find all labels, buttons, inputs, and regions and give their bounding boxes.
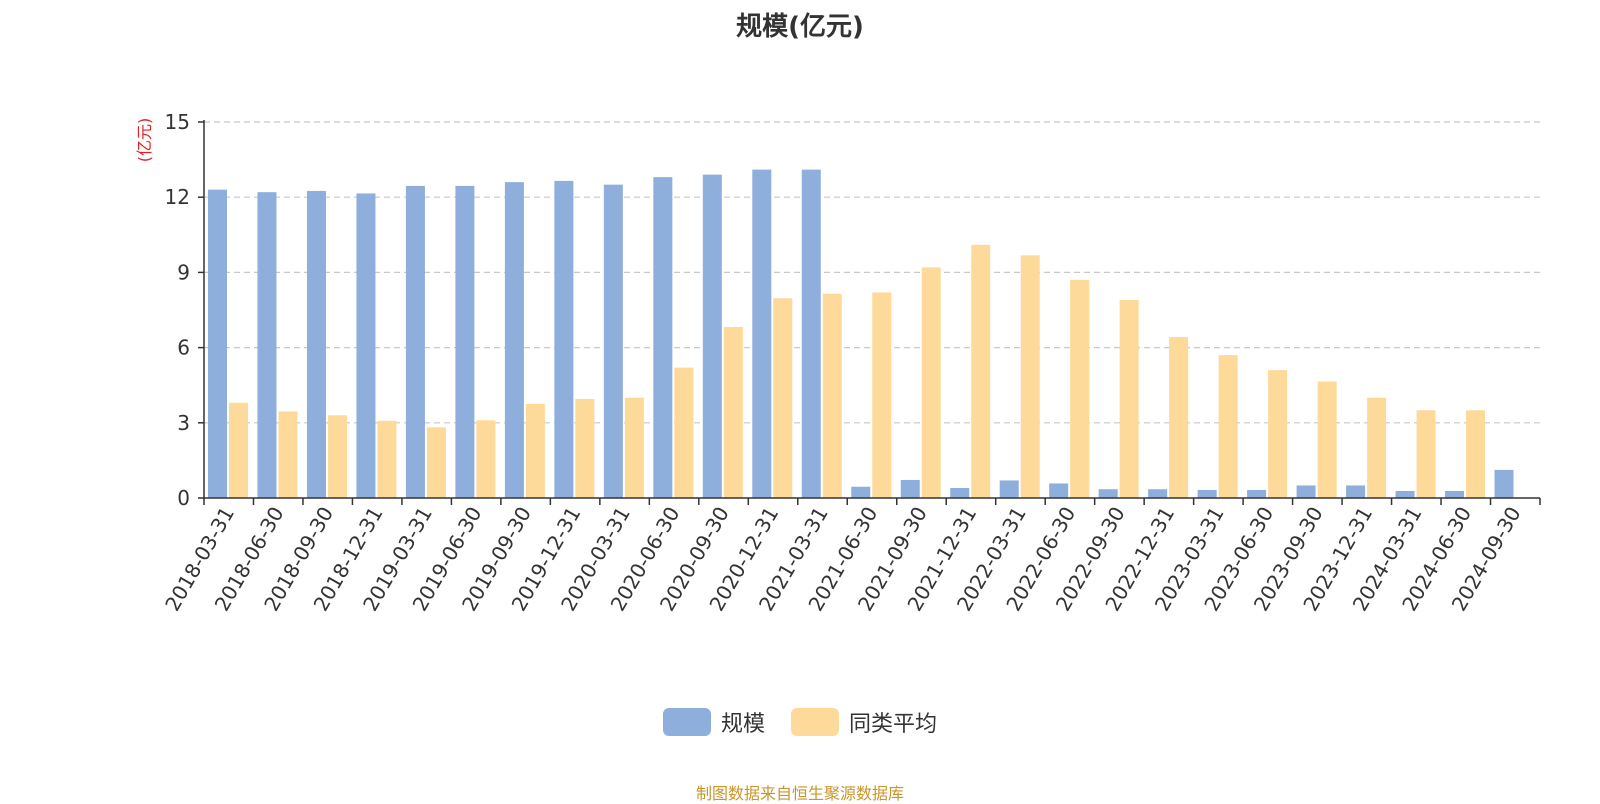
bar-scale[interactable]	[752, 169, 772, 499]
y-tick-label: 9	[177, 260, 190, 284]
bar-scale[interactable]	[603, 184, 623, 498]
bar-peer-average[interactable]	[1070, 279, 1090, 498]
bar-scale[interactable]	[257, 192, 277, 499]
legend-item-scale[interactable]: 规模	[662, 706, 765, 738]
y-axis-label: (亿元)	[135, 118, 154, 163]
legend-label-peer-average: 同类平均	[849, 712, 938, 737]
source-note: 制图数据来自恒生聚源数据库	[695, 784, 904, 803]
chart-title: 规模(亿元)	[736, 12, 864, 42]
bar-peer-average[interactable]	[971, 244, 991, 498]
y-tick-label: 12	[165, 185, 190, 209]
legend-label-scale: 规模	[720, 712, 765, 737]
bar-scale[interactable]	[801, 169, 821, 499]
bar-scale[interactable]	[1494, 469, 1514, 498]
bar-scale[interactable]	[999, 480, 1019, 498]
bar-peer-average[interactable]	[1218, 355, 1238, 498]
bar-peer-average[interactable]	[674, 367, 694, 498]
grid-lines	[204, 121, 1540, 424]
bar-peer-average[interactable]	[575, 398, 595, 498]
bar-peer-average[interactable]	[1020, 255, 1040, 498]
bar-peer-average[interactable]	[1169, 337, 1189, 498]
bar-peer-average[interactable]	[1466, 410, 1486, 498]
bar-scale[interactable]	[1395, 490, 1415, 498]
bar-peer-average[interactable]	[822, 293, 842, 498]
bar-peer-average[interactable]	[377, 420, 397, 498]
bar-scale[interactable]	[1445, 490, 1465, 498]
bar-scale[interactable]	[208, 189, 227, 498]
legend-swatch-peer-average	[791, 708, 839, 736]
bar-scale[interactable]	[900, 479, 920, 498]
bar-scale[interactable]	[1098, 489, 1118, 498]
bar-scale[interactable]	[504, 182, 524, 498]
bar-scale[interactable]	[950, 487, 970, 498]
bar-scale[interactable]	[653, 177, 673, 498]
bar-peer-average[interactable]	[872, 292, 892, 498]
bar-peer-average[interactable]	[426, 427, 446, 498]
y-tick-label: 15	[165, 110, 190, 134]
bar-scale[interactable]	[1197, 489, 1217, 498]
bar-scale[interactable]	[1049, 483, 1069, 498]
bar-peer-average[interactable]	[773, 298, 793, 498]
legend-item-peer-average[interactable]: 同类平均	[791, 706, 937, 738]
bar-peer-average[interactable]	[525, 404, 545, 498]
bar-scale[interactable]	[1148, 489, 1168, 498]
y-tick-label: 0	[177, 486, 190, 510]
bar-peer-average[interactable]	[278, 411, 298, 498]
bar-peer-average[interactable]	[476, 420, 496, 498]
bar-scale[interactable]	[306, 190, 326, 498]
bar-scale[interactable]	[702, 174, 722, 498]
bars	[208, 169, 1514, 499]
bar-scale[interactable]	[455, 185, 475, 499]
bar-peer-average[interactable]	[624, 397, 644, 498]
bar-peer-average[interactable]	[229, 402, 248, 498]
bar-peer-average[interactable]	[1416, 410, 1436, 498]
bar-peer-average[interactable]	[1317, 381, 1337, 498]
legend: 规模 同类平均	[0, 706, 1600, 738]
bar-peer-average[interactable]	[1367, 397, 1387, 498]
y-tick-label: 6	[177, 336, 190, 360]
bar-scale[interactable]	[356, 193, 376, 498]
bar-scale[interactable]	[1247, 489, 1267, 498]
bar-peer-average[interactable]	[921, 267, 941, 498]
bar-peer-average[interactable]	[1268, 370, 1288, 498]
bar-scale[interactable]	[1296, 485, 1316, 498]
bar-peer-average[interactable]	[1119, 299, 1139, 498]
bar-scale[interactable]	[405, 185, 425, 499]
y-tick-label: 3	[177, 411, 190, 435]
bar-scale[interactable]	[851, 486, 871, 498]
bar-scale[interactable]	[554, 180, 574, 498]
bar-peer-average[interactable]	[723, 327, 743, 498]
bar-scale[interactable]	[1346, 485, 1366, 498]
bar-peer-average[interactable]	[327, 415, 347, 498]
legend-swatch-scale	[662, 708, 711, 736]
